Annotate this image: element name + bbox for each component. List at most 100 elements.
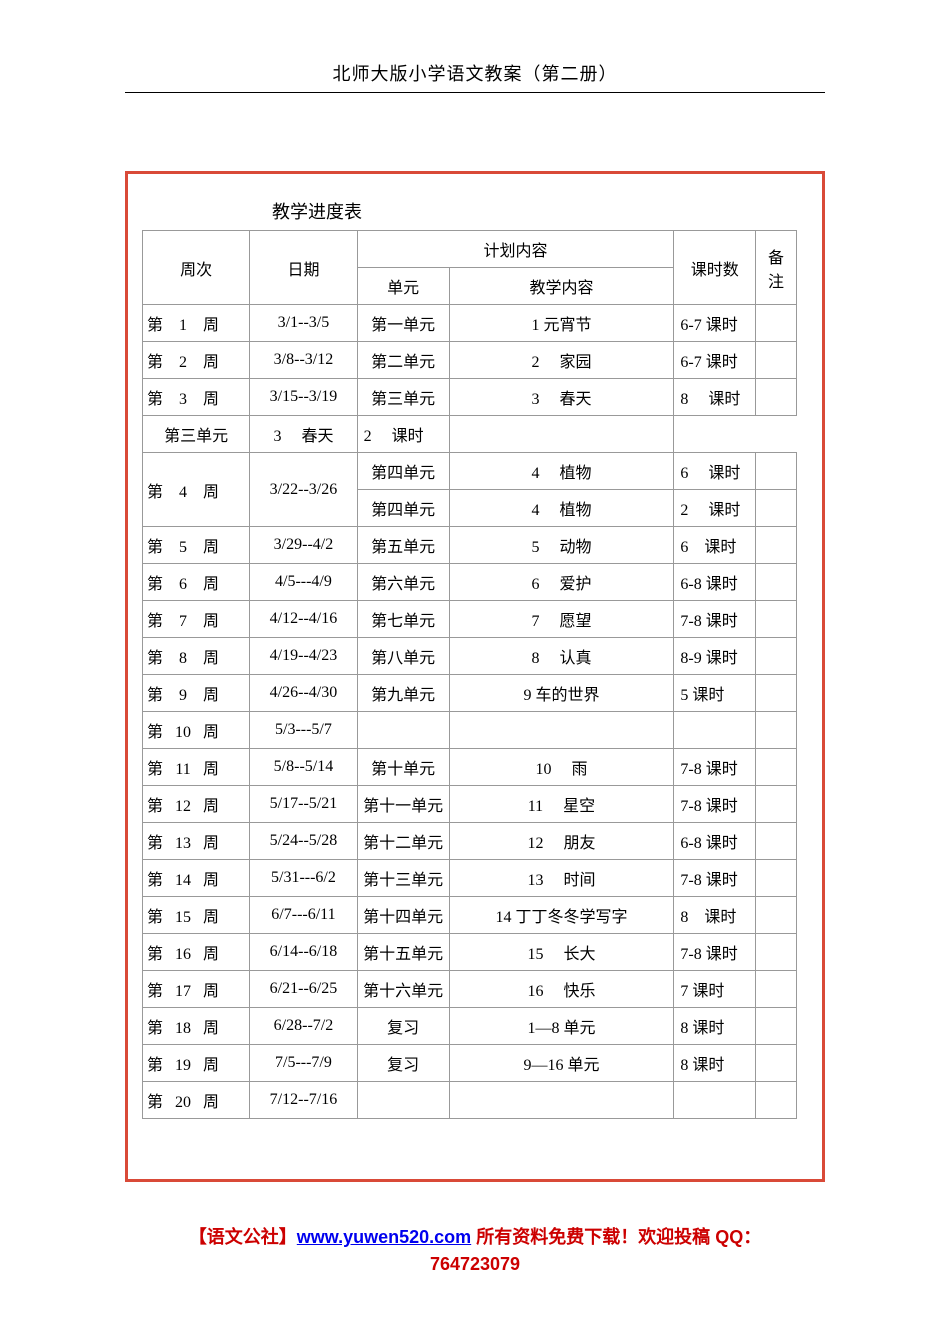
col-note-header: 备注	[756, 231, 797, 305]
note-cell	[756, 453, 797, 490]
date-cell: 3/22--3/26	[250, 453, 357, 527]
note-cell	[756, 749, 797, 786]
table-row: 第 17 周6/21--6/25第十六单元16 快乐7 课时	[143, 971, 797, 1008]
col-hours-header: 课时数	[674, 231, 756, 305]
col-date-header: 日期	[250, 231, 357, 305]
hours-cell: 8-9 课时	[674, 638, 756, 675]
note-cell	[756, 1082, 797, 1119]
week-cell: 第 16 周	[143, 934, 250, 971]
hours-cell: 2 课时	[357, 416, 449, 453]
hours-cell: 8 课时	[674, 379, 756, 416]
content-cell: 4 植物	[449, 453, 674, 490]
hours-cell	[674, 1082, 756, 1119]
note-cell	[756, 564, 797, 601]
unit-cell: 第十一单元	[357, 786, 449, 823]
unit-cell: 第三单元	[357, 379, 449, 416]
table-row: 第 7 周4/12--4/16第七单元7 愿望7-8 课时	[143, 601, 797, 638]
unit-cell: 第四单元	[357, 453, 449, 490]
col-content-header: 教学内容	[449, 268, 674, 305]
schedule-table: 周次 日期 计划内容 课时数 备注 单元 教学内容 第 1 周3/1--3/5第…	[142, 230, 797, 1119]
content-cell: 13 时间	[449, 860, 674, 897]
content-cell: 1 元宵节	[449, 305, 674, 342]
date-cell: 5/17--5/21	[250, 786, 357, 823]
hours-cell: 5 课时	[674, 675, 756, 712]
unit-cell: 第二单元	[357, 342, 449, 379]
unit-cell: 第八单元	[357, 638, 449, 675]
note-cell	[756, 675, 797, 712]
content-cell: 9—16 单元	[449, 1045, 674, 1082]
week-cell: 第 15 周	[143, 897, 250, 934]
content-cell: 14 丁丁冬冬学写字	[449, 897, 674, 934]
unit-cell: 第四单元	[357, 490, 449, 527]
hours-cell: 7-8 课时	[674, 934, 756, 971]
date-cell: 5/8--5/14	[250, 749, 357, 786]
content-cell: 12 朋友	[449, 823, 674, 860]
note-cell	[449, 416, 674, 453]
note-cell	[756, 1045, 797, 1082]
date-cell: 5/24--5/28	[250, 823, 357, 860]
hours-cell: 6-7 课时	[674, 342, 756, 379]
note-cell	[756, 712, 797, 749]
footer-prefix: 【语文公社】	[189, 1227, 297, 1247]
date-cell: 4/5---4/9	[250, 564, 357, 601]
date-cell: 3/29--4/2	[250, 527, 357, 564]
date-cell: 6/7---6/11	[250, 897, 357, 934]
table-row: 第 16 周6/14--6/18第十五单元15 长大7-8 课时	[143, 934, 797, 971]
week-cell: 第 18 周	[143, 1008, 250, 1045]
content-cell: 11 星空	[449, 786, 674, 823]
content-cell: 1—8 单元	[449, 1008, 674, 1045]
unit-cell: 第六单元	[357, 564, 449, 601]
table-row: 第 10 周5/3---5/7	[143, 712, 797, 749]
unit-cell: 第七单元	[357, 601, 449, 638]
content-cell: 3 春天	[449, 379, 674, 416]
unit-cell: 第十五单元	[357, 934, 449, 971]
week-cell: 第 12 周	[143, 786, 250, 823]
table-row: 第 18 周6/28--7/2复习1—8 单元8 课时	[143, 1008, 797, 1045]
table-row: 第 14 周5/31---6/2第十三单元13 时间7-8 课时	[143, 860, 797, 897]
content-frame: 教学进度表 周次 日期 计划内容 课时数 备注 单元 教学内容 第 1	[125, 171, 825, 1182]
hours-cell: 2 课时	[674, 490, 756, 527]
week-cell: 第 8 周	[143, 638, 250, 675]
week-cell: 第 1 周	[143, 305, 250, 342]
unit-cell: 第十单元	[357, 749, 449, 786]
note-cell	[756, 342, 797, 379]
table-row: 第 5 周3/29--4/2第五单元5 动物6 课时	[143, 527, 797, 564]
hours-cell: 7 课时	[674, 971, 756, 1008]
unit-cell: 复习	[357, 1045, 449, 1082]
date-cell: 5/3---5/7	[250, 712, 357, 749]
note-cell	[756, 1008, 797, 1045]
hours-cell: 6-7 课时	[674, 305, 756, 342]
table-row: 第 12 周5/17--5/21第十一单元11 星空7-8 课时	[143, 786, 797, 823]
date-cell: 6/28--7/2	[250, 1008, 357, 1045]
week-cell: 第 7 周	[143, 601, 250, 638]
week-cell: 第 17 周	[143, 971, 250, 1008]
unit-cell: 第五单元	[357, 527, 449, 564]
hours-cell: 7-8 课时	[674, 601, 756, 638]
week-cell: 第 20 周	[143, 1082, 250, 1119]
note-cell	[756, 823, 797, 860]
col-week-header: 周次	[143, 231, 250, 305]
table-row: 第三单元3 春天2 课时	[143, 416, 797, 453]
table-body: 第 1 周3/1--3/5第一单元1 元宵节6-7 课时第 2 周3/8--3/…	[143, 305, 797, 1119]
table-row: 第 9 周4/26--4/30第九单元9 车的世界5 课时	[143, 675, 797, 712]
date-cell: 5/31---6/2	[250, 860, 357, 897]
table-row: 第 19 周7/5---7/9复习9—16 单元8 课时	[143, 1045, 797, 1082]
date-cell: 6/21--6/25	[250, 971, 357, 1008]
week-cell: 第 19 周	[143, 1045, 250, 1082]
content-cell	[449, 1082, 674, 1119]
table-title: 教学进度表	[142, 198, 792, 224]
content-cell: 7 愿望	[449, 601, 674, 638]
content-cell: 9 车的世界	[449, 675, 674, 712]
note-cell	[756, 934, 797, 971]
note-cell	[756, 379, 797, 416]
date-cell: 3/1--3/5	[250, 305, 357, 342]
table-row: 第 2 周3/8--3/12第二单元2 家园6-7 课时	[143, 342, 797, 379]
week-cell: 第 3 周	[143, 379, 250, 416]
note-cell	[756, 897, 797, 934]
footer-link[interactable]: www.yuwen520.com	[297, 1227, 471, 1247]
date-cell: 4/19--4/23	[250, 638, 357, 675]
week-cell: 第 2 周	[143, 342, 250, 379]
content-cell: 8 认真	[449, 638, 674, 675]
note-cell	[756, 490, 797, 527]
unit-cell: 第十三单元	[357, 860, 449, 897]
